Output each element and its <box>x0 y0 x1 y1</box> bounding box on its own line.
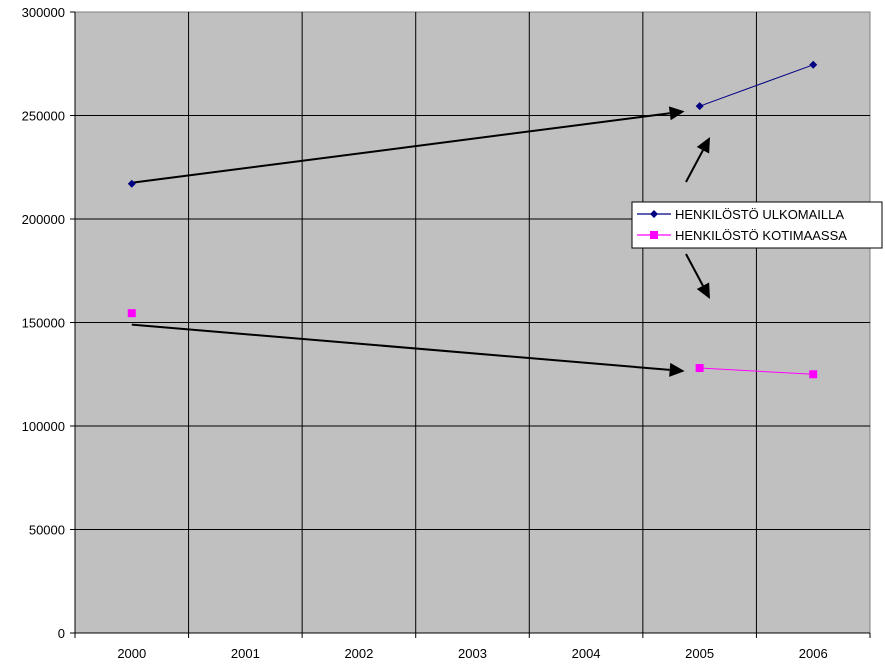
legend-entry-2: HENKILÖSTÖ KOTIMAASSA <box>637 228 847 243</box>
y-tick-label: 200000 <box>22 212 65 227</box>
y-tick-label: 100000 <box>22 419 65 434</box>
arrow-head <box>669 362 685 377</box>
arrow-shaft <box>131 323 670 371</box>
x-tick-label: 2002 <box>344 646 373 661</box>
annotation-arrow <box>131 106 685 184</box>
arrow-head <box>696 282 710 299</box>
legend-pointer-arrow-down <box>685 253 710 299</box>
arrow-shaft <box>131 112 670 184</box>
series-line-segment <box>699 367 814 375</box>
legend-label: HENKILÖSTÖ KOTIMAASSA <box>675 228 847 243</box>
y-tick-label: 250000 <box>22 109 65 124</box>
x-tick-label: 2000 <box>117 646 146 661</box>
x-tick-label: 2006 <box>799 646 828 661</box>
series-2 <box>127 309 818 379</box>
y-tick-label: 0 <box>58 626 65 641</box>
y-tick-label: 50000 <box>29 523 65 538</box>
x-axis: 2000 2001 2002 2003 2004 2005 2006 <box>74 632 871 661</box>
legend-square-marker <box>650 231 658 239</box>
series-1 <box>127 60 818 188</box>
y-axis: 0 50000 100000 150000 200000 250000 300000 <box>22 5 76 641</box>
x-tick-label: 2005 <box>685 646 714 661</box>
x-tick-label: 2004 <box>572 646 601 661</box>
legend-diamond-marker <box>650 210 658 218</box>
legend-label: HENKILÖSTÖ ULKOMAILLA <box>675 207 844 222</box>
data-point <box>809 60 818 69</box>
arrow-shaft <box>685 253 704 287</box>
gridlines <box>75 12 870 633</box>
legend-box <box>631 201 883 249</box>
data-point <box>809 370 818 379</box>
data-point <box>127 309 136 318</box>
series-group <box>127 60 818 379</box>
arrow-head <box>668 106 685 121</box>
annotation-arrows <box>131 106 710 377</box>
data-point <box>695 364 704 373</box>
arrow-shaft <box>685 149 704 183</box>
annotation-arrow <box>131 323 685 377</box>
y-tick-label: 300000 <box>22 5 65 20</box>
y-tick-label: 150000 <box>22 316 65 331</box>
legend-entry-1: HENKILÖSTÖ ULKOMAILLA <box>637 207 844 222</box>
legend-pointer-arrow-up <box>685 137 710 183</box>
data-point <box>127 179 136 188</box>
arrow-head <box>696 137 710 154</box>
data-point <box>695 102 704 111</box>
series-line-segment <box>699 64 814 107</box>
x-tick-label: 2001 <box>231 646 260 661</box>
x-tick-label: 2003 <box>458 646 487 661</box>
legend: HENKILÖSTÖ ULKOMAILLA HENKILÖSTÖ KOTIMAAS… <box>631 201 883 249</box>
